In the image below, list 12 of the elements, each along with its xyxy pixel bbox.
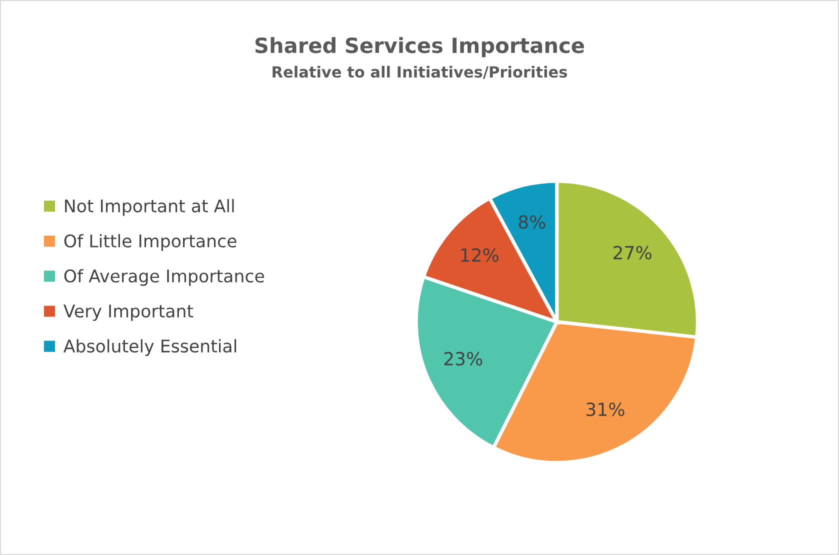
chart-subtitle: Relative to all Initiatives/Priorities bbox=[272, 66, 568, 79]
data-label: 31% bbox=[586, 402, 624, 416]
legend-label: Not Important at All bbox=[65, 199, 234, 216]
data-label: 12% bbox=[461, 248, 498, 262]
data-label: 23% bbox=[444, 352, 482, 366]
legend-label: Of Little Importance bbox=[64, 234, 236, 251]
data-label: 27% bbox=[614, 246, 652, 260]
legend-label: Of Average Importance bbox=[64, 269, 264, 286]
legend-label: Very Important bbox=[64, 304, 194, 321]
legend-label: Absolutely Essential bbox=[64, 339, 236, 356]
chart-title: Shared Services Importance bbox=[255, 37, 584, 58]
data-label: 8% bbox=[518, 215, 546, 229]
